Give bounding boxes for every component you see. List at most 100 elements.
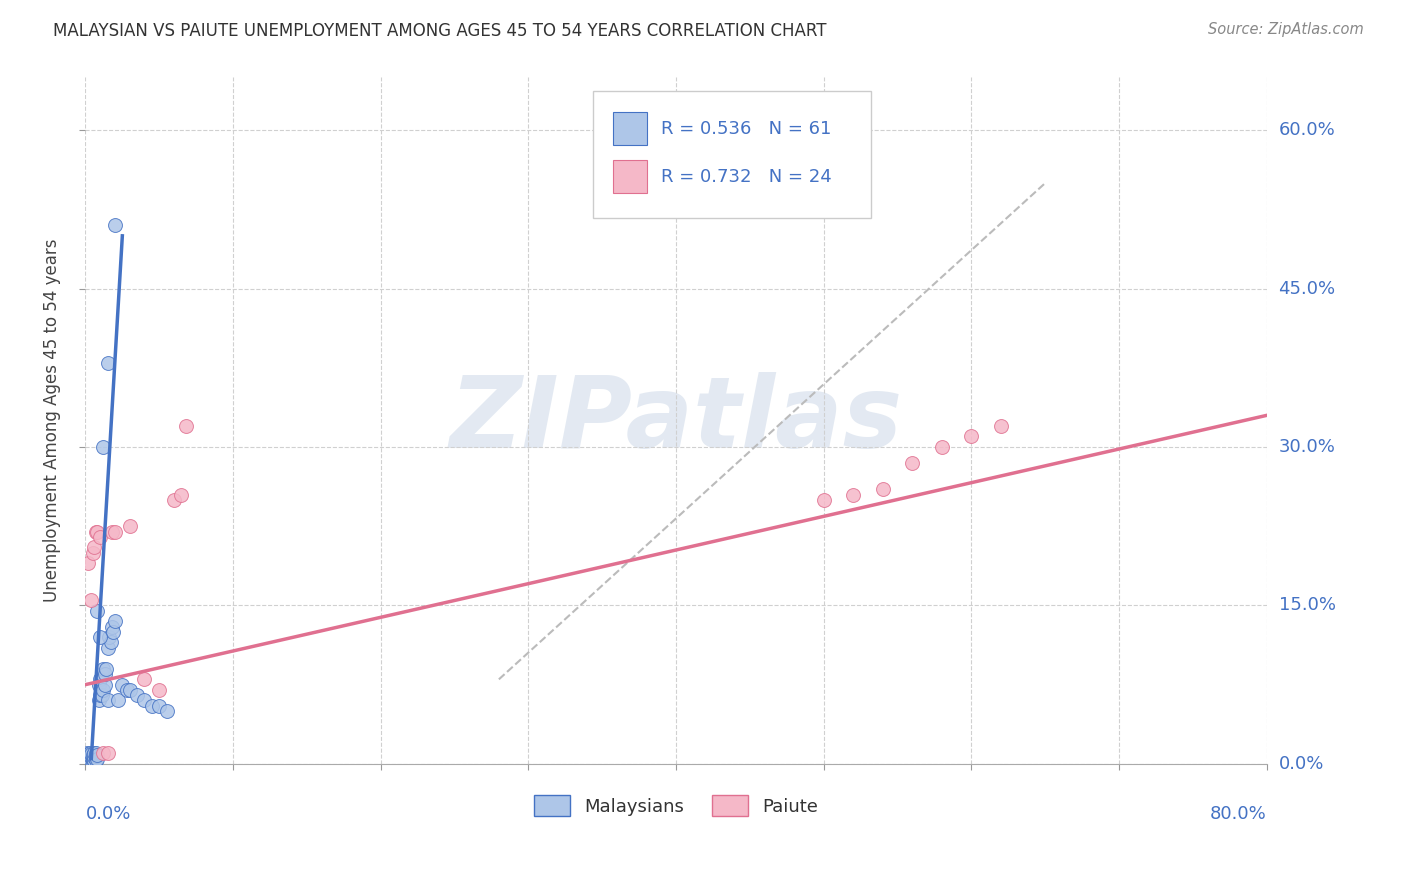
Point — [127, 688, 149, 702]
Point — [84, 746, 107, 760]
Point — [86, 524, 108, 539]
Point — [76, 746, 98, 760]
Point — [104, 614, 127, 628]
Point — [990, 418, 1012, 433]
Point — [872, 483, 894, 497]
Point — [79, 755, 101, 769]
Point — [87, 678, 110, 692]
Point — [79, 751, 101, 765]
Point — [97, 746, 120, 760]
Point — [82, 755, 104, 769]
Text: 80.0%: 80.0% — [1211, 805, 1267, 823]
Point — [97, 355, 120, 369]
Point — [93, 667, 115, 681]
Point — [901, 456, 924, 470]
Text: 30.0%: 30.0% — [1278, 438, 1336, 456]
Point — [101, 619, 124, 633]
Point — [75, 756, 97, 771]
Point — [101, 524, 124, 539]
Point — [931, 440, 953, 454]
Point — [80, 754, 103, 768]
Point — [134, 673, 156, 687]
Point — [77, 756, 100, 770]
Point — [91, 746, 114, 760]
Point — [141, 698, 163, 713]
Point — [79, 749, 101, 764]
Point — [89, 673, 111, 687]
Point — [97, 640, 120, 655]
Point — [89, 530, 111, 544]
Text: R = 0.732   N = 24: R = 0.732 N = 24 — [661, 168, 831, 186]
Point — [104, 524, 127, 539]
Text: ZIPatlas: ZIPatlas — [450, 372, 903, 469]
Point — [80, 593, 103, 607]
Point — [94, 662, 117, 676]
Point — [93, 678, 115, 692]
Point — [960, 429, 983, 443]
Point — [134, 693, 156, 707]
Point — [76, 755, 98, 769]
Point — [86, 751, 108, 765]
Point — [118, 519, 141, 533]
Point — [86, 604, 108, 618]
Point — [91, 662, 114, 676]
Text: MALAYSIAN VS PAIUTE UNEMPLOYMENT AMONG AGES 45 TO 54 YEARS CORRELATION CHART: MALAYSIAN VS PAIUTE UNEMPLOYMENT AMONG A… — [53, 22, 827, 40]
Legend: Malaysians, Paiute: Malaysians, Paiute — [527, 789, 825, 823]
Point — [76, 756, 98, 771]
Point — [103, 624, 125, 639]
Point — [77, 753, 100, 767]
Point — [91, 440, 114, 454]
Point — [76, 748, 98, 763]
Text: R = 0.536   N = 61: R = 0.536 N = 61 — [661, 120, 831, 138]
Bar — [613, 161, 647, 194]
Point — [77, 747, 100, 762]
Text: 0.0%: 0.0% — [1278, 755, 1324, 772]
Point — [111, 678, 134, 692]
Point — [148, 698, 170, 713]
Point — [90, 688, 112, 702]
Text: 15.0%: 15.0% — [1278, 597, 1336, 615]
Point — [100, 635, 122, 649]
Text: 0.0%: 0.0% — [86, 805, 131, 823]
Point — [148, 682, 170, 697]
Point — [118, 682, 141, 697]
FancyBboxPatch shape — [593, 91, 870, 219]
Text: 45.0%: 45.0% — [1278, 279, 1336, 298]
Point — [115, 682, 138, 697]
Point — [842, 487, 865, 501]
Point — [82, 751, 104, 765]
Point — [79, 746, 101, 760]
Point — [83, 754, 105, 768]
Point — [89, 630, 111, 644]
Bar — [613, 112, 647, 145]
Point — [87, 693, 110, 707]
Text: 60.0%: 60.0% — [1278, 121, 1336, 139]
Point — [83, 541, 105, 555]
Point — [83, 746, 105, 760]
Point — [76, 751, 98, 765]
Text: Source: ZipAtlas.com: Source: ZipAtlas.com — [1208, 22, 1364, 37]
Point — [170, 487, 193, 501]
Point — [98, 630, 121, 644]
Point — [82, 748, 104, 763]
Point — [91, 682, 114, 697]
Point — [80, 750, 103, 764]
Point — [82, 546, 104, 560]
Point — [75, 754, 97, 768]
Point — [90, 667, 112, 681]
Point — [89, 688, 111, 702]
Point — [813, 492, 835, 507]
Point — [84, 753, 107, 767]
Point — [84, 524, 107, 539]
Point — [104, 219, 127, 233]
Point — [97, 693, 120, 707]
Y-axis label: Unemployment Among Ages 45 to 54 years: Unemployment Among Ages 45 to 54 years — [44, 239, 60, 602]
Point — [163, 492, 186, 507]
Point — [80, 747, 103, 762]
Point — [84, 749, 107, 764]
Point — [77, 556, 100, 570]
Point — [83, 750, 105, 764]
Point — [107, 693, 129, 707]
Point — [86, 748, 108, 763]
Point — [156, 704, 179, 718]
